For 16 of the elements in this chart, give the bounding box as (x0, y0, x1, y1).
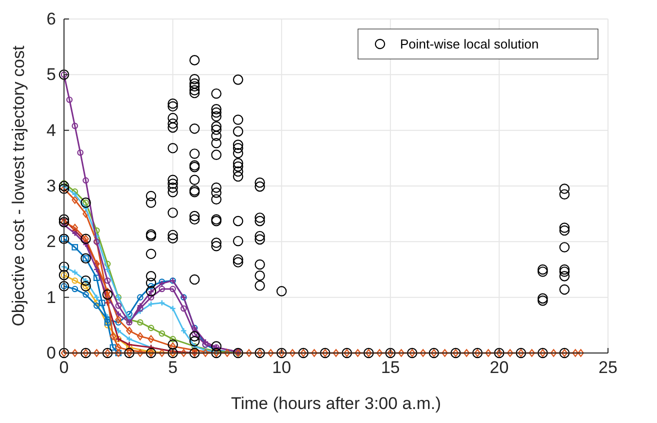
y-tick-label: 3 (46, 176, 56, 196)
y-tick-label: 4 (46, 120, 56, 140)
y-tick-label: 0 (46, 344, 56, 362)
y-tick-label: 2 (46, 232, 56, 252)
x-tick-label: 15 (380, 358, 400, 377)
y-tick-label: 5 (46, 65, 56, 84)
y-tick-label: 6 (46, 10, 56, 28)
x-tick-label: 20 (490, 358, 509, 377)
y-tick-label: 1 (46, 288, 56, 307)
x-axis-title: Time (hours after 3:00 a.m.) (230, 394, 442, 413)
legend-label: Point-wise local solution (400, 36, 539, 52)
x-tick-label: 10 (272, 358, 292, 377)
x-tick-label: 25 (598, 358, 618, 377)
y-axis-title: Objective cost - lowest trajectory cost (9, 45, 28, 326)
x-tick-label: 5 (168, 358, 178, 377)
x-tick-label: 0 (59, 358, 69, 377)
